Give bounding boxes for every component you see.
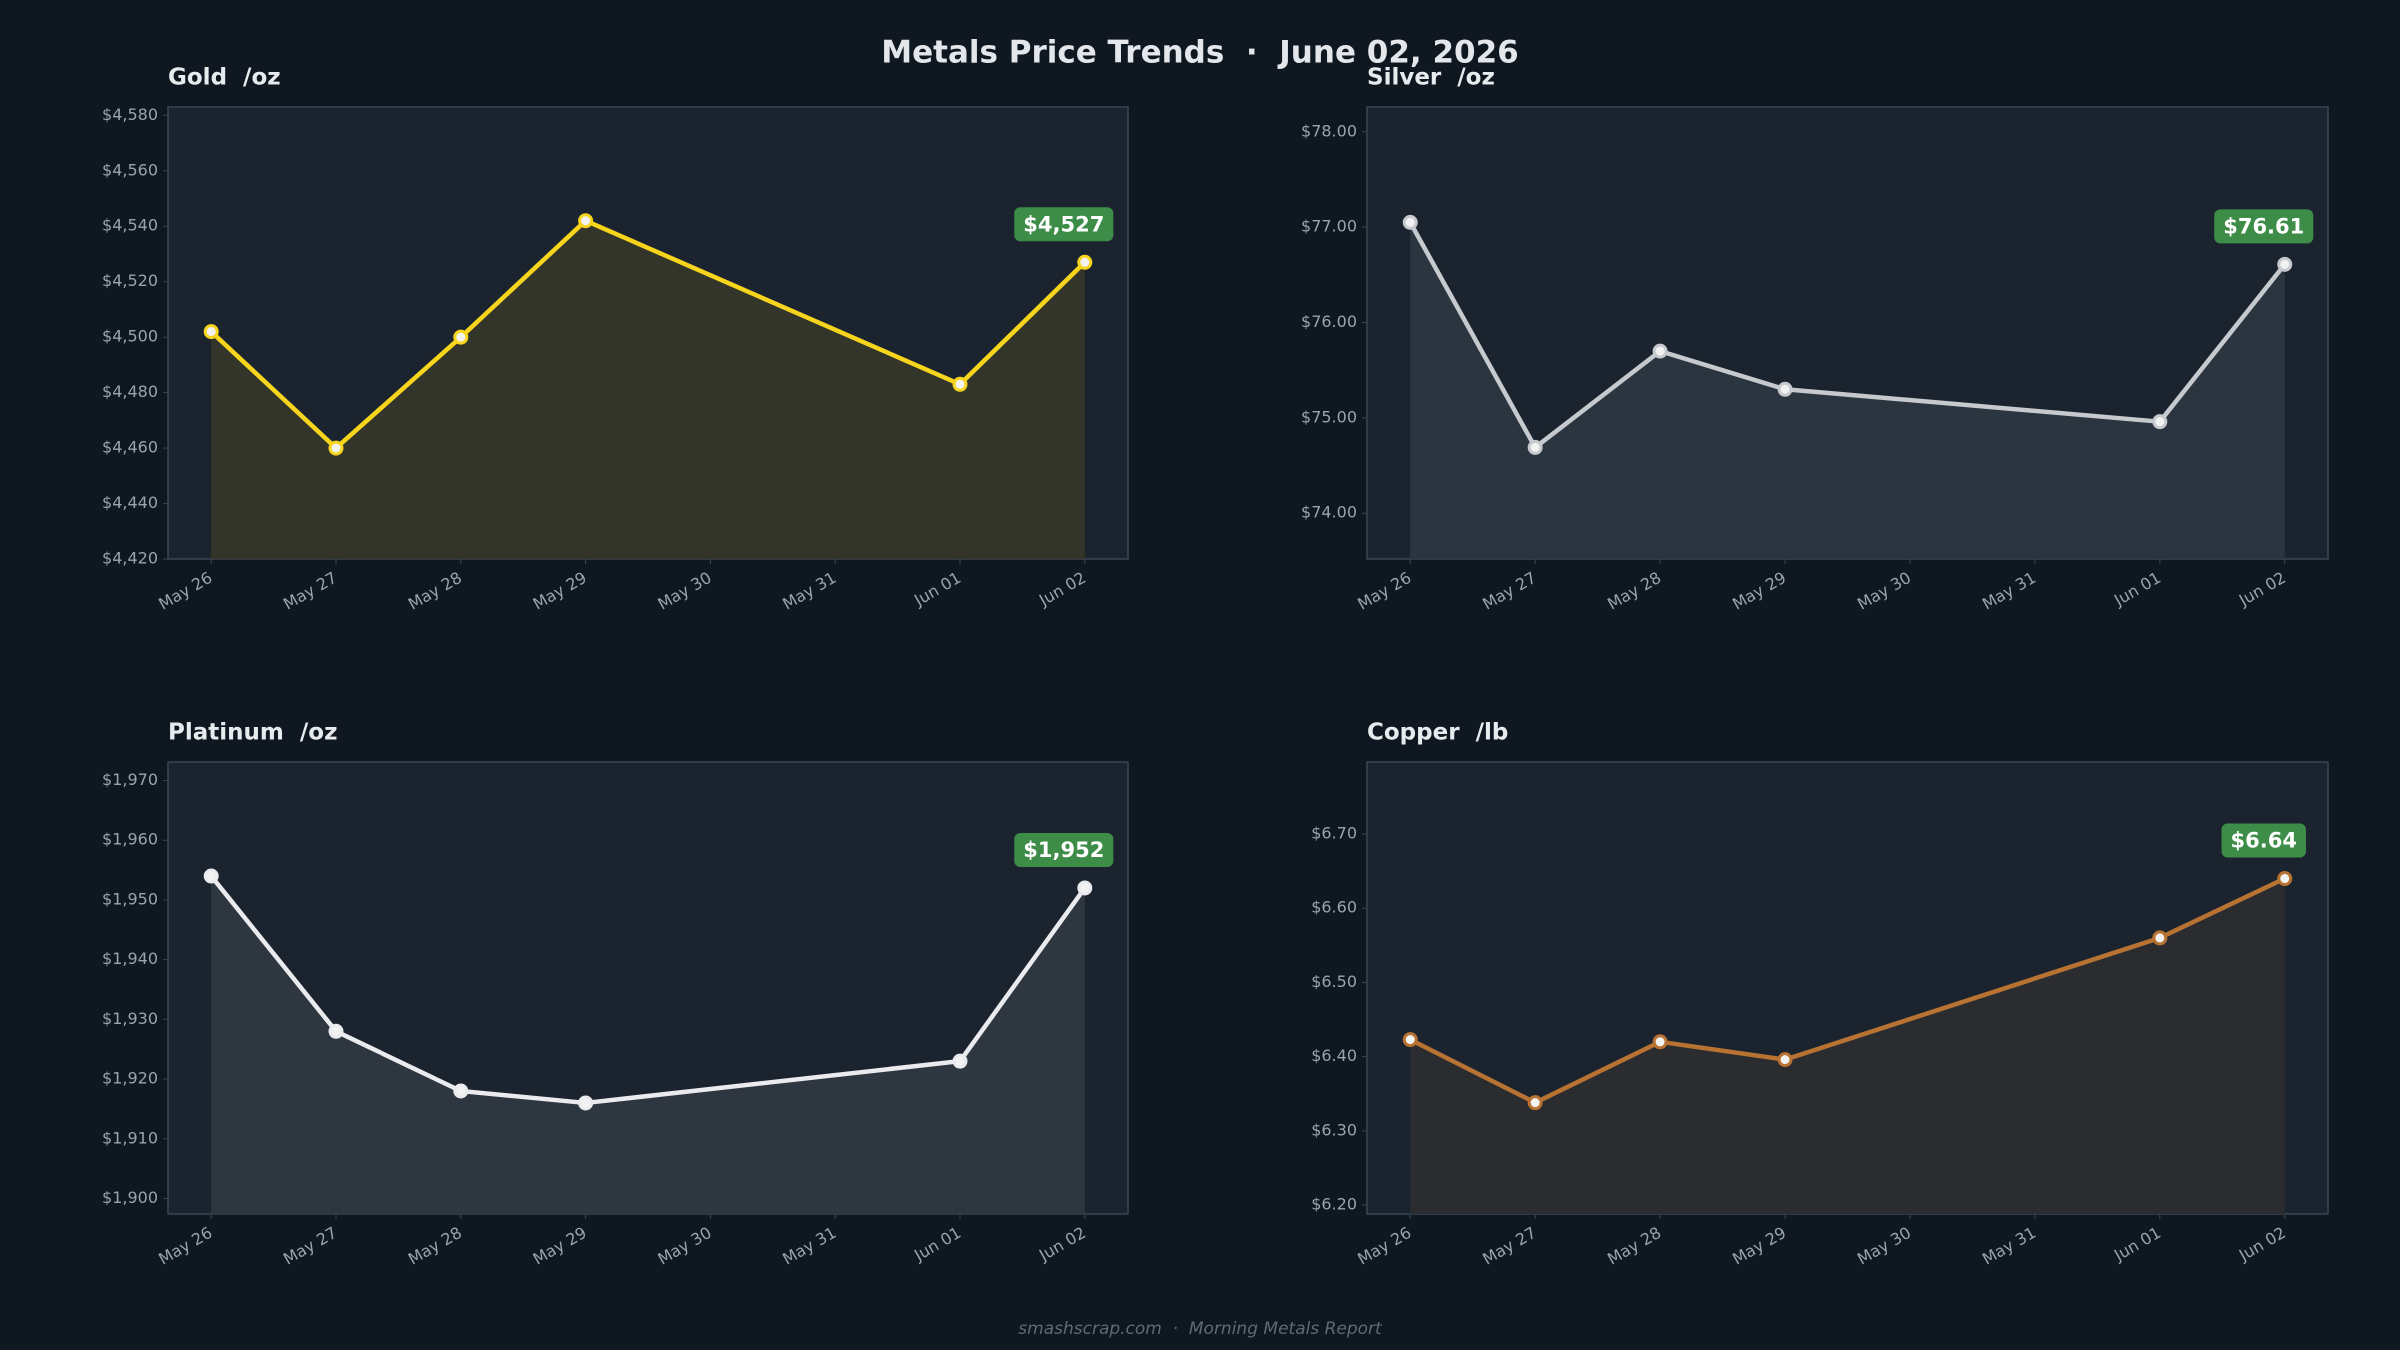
data-point bbox=[203, 868, 219, 884]
panel-title: Gold /oz bbox=[168, 65, 281, 91]
y-tick-label: $74.00 bbox=[1301, 503, 1357, 522]
y-tick-label: $4,560 bbox=[102, 160, 158, 179]
data-point bbox=[453, 1083, 469, 1099]
area bbox=[1410, 222, 2285, 559]
data-point bbox=[328, 440, 344, 456]
data-point bbox=[1077, 254, 1093, 270]
main-title: Metals Price Trends · June 02, 2026 bbox=[881, 35, 1519, 71]
data-point bbox=[1077, 880, 1093, 896]
area bbox=[211, 876, 1085, 1214]
price-line bbox=[1408, 221, 2287, 450]
y-tick-label: $4,420 bbox=[102, 549, 158, 568]
data-point bbox=[952, 1053, 968, 1069]
data-point bbox=[2152, 930, 2168, 946]
data-point bbox=[578, 1095, 594, 1111]
footer: smashscrap.com · Morning Metals Report bbox=[1018, 1319, 1383, 1339]
price-line bbox=[1409, 876, 2286, 1105]
panel-title: Platinum /oz bbox=[168, 720, 337, 746]
y-tick-label: $6.70 bbox=[1311, 823, 1357, 842]
y-tick-label: $4,440 bbox=[102, 493, 158, 512]
value-label: $1,952 bbox=[1023, 838, 1104, 862]
area bbox=[1410, 878, 2285, 1214]
data-point bbox=[1652, 1034, 1668, 1050]
price-line bbox=[209, 218, 1087, 451]
area bbox=[211, 220, 1085, 560]
y-tick-label: $1,910 bbox=[102, 1128, 158, 1147]
value-label: $76.61 bbox=[2223, 214, 2304, 238]
y-tick-label: $4,460 bbox=[102, 438, 158, 457]
data-point bbox=[1652, 343, 1668, 359]
data-point bbox=[2277, 256, 2293, 272]
data-point bbox=[1527, 439, 1543, 455]
value-label: $6.64 bbox=[2231, 829, 2297, 853]
y-tick-label: $1,920 bbox=[102, 1069, 158, 1088]
y-tick-label: $75.00 bbox=[1301, 407, 1357, 426]
y-tick-label: $77.00 bbox=[1301, 217, 1357, 236]
y-tick-label: $6.40 bbox=[1311, 1046, 1357, 1065]
value-label: $4,527 bbox=[1023, 212, 1104, 236]
badge-bg bbox=[1014, 207, 1114, 242]
y-tick-label: $4,480 bbox=[102, 382, 158, 401]
data-point bbox=[203, 324, 219, 340]
value-badge: $4,527 bbox=[1014, 207, 1114, 242]
value-badge: $1,952 bbox=[1014, 832, 1114, 867]
value-badge: $6.64 bbox=[2221, 823, 2306, 858]
y-tick-label: $1,960 bbox=[102, 830, 158, 849]
y-tick-label: $6.60 bbox=[1311, 898, 1357, 917]
badge-bg bbox=[1014, 832, 1114, 867]
badge-bg bbox=[2221, 823, 2306, 858]
data-point bbox=[578, 213, 594, 229]
y-tick-label: $1,930 bbox=[102, 1009, 158, 1028]
y-tick-label: $1,940 bbox=[102, 949, 158, 968]
y-tick-label: $4,500 bbox=[102, 327, 158, 346]
data-point bbox=[1527, 1095, 1543, 1111]
y-tick-label: $78.00 bbox=[1301, 121, 1357, 140]
y-tick-label: $1,950 bbox=[102, 889, 158, 908]
data-point bbox=[952, 376, 968, 392]
value-badge: $76.61 bbox=[2214, 209, 2314, 244]
data-point bbox=[1402, 214, 1418, 230]
y-tick-label: $1,900 bbox=[102, 1188, 158, 1207]
data-point bbox=[1777, 1052, 1793, 1068]
data-point bbox=[453, 329, 469, 345]
data-point bbox=[328, 1023, 344, 1039]
y-tick-label: $1,970 bbox=[102, 770, 158, 789]
badge-bg bbox=[2214, 209, 2314, 244]
y-tick-label: $4,540 bbox=[102, 216, 158, 235]
y-tick-label: $76.00 bbox=[1301, 312, 1357, 331]
y-tick-label: $4,520 bbox=[102, 271, 158, 290]
data-point bbox=[1402, 1032, 1418, 1048]
data-point bbox=[2152, 414, 2168, 430]
panel-title: Silver /oz bbox=[1367, 65, 1495, 91]
panel-title: Copper /lb bbox=[1367, 720, 1508, 746]
price-line bbox=[209, 874, 1087, 1106]
y-tick-label: $6.50 bbox=[1311, 972, 1357, 991]
y-tick-label: $4,580 bbox=[102, 105, 158, 124]
data-point bbox=[2277, 871, 2293, 887]
y-tick-label: $6.30 bbox=[1311, 1120, 1357, 1139]
data-point bbox=[1777, 381, 1793, 397]
y-tick-label: $6.20 bbox=[1311, 1195, 1357, 1214]
